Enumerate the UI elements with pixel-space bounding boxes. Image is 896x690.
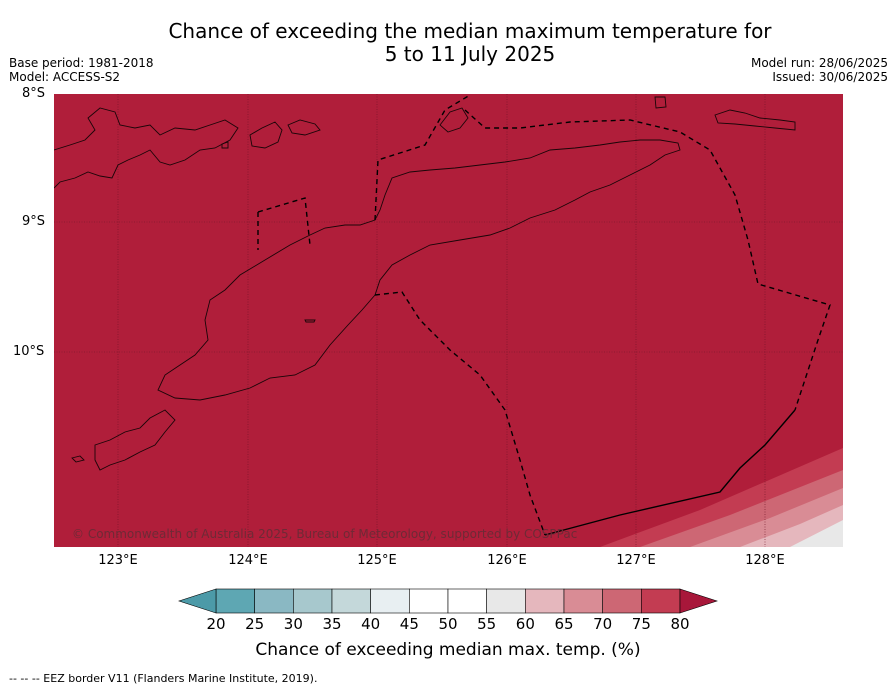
colorbar-low-extend	[178, 588, 217, 614]
lon-label-127E: 127°E	[616, 553, 656, 568]
lon-label-128E: 128°E	[745, 553, 785, 568]
eez-borders	[257, 94, 831, 536]
colorbar-tick-label: 25	[245, 615, 265, 633]
meta-right: Model run: 28/06/2025 Issued: 30/06/2025	[751, 56, 888, 84]
model-name: Model: ACCESS-S2	[9, 70, 121, 84]
colorbar-tick-label: 20	[206, 615, 226, 633]
colorbar-tick-label: 75	[631, 615, 651, 633]
coast-timor	[157, 139, 681, 401]
coast-north-islands	[54, 107, 239, 189]
eez-north-2	[464, 109, 831, 411]
meta-left: Base period: 1981-2018 Model: ACCESS-S2	[9, 56, 154, 84]
colorbar-swatch	[331, 588, 371, 614]
maritime-boundary	[544, 409, 796, 536]
title-line-1: Chance of exceeding the median maximum t…	[168, 19, 772, 43]
colorbar-tick-label: 60	[515, 615, 535, 633]
colorbar-tick-label: 35	[322, 615, 342, 633]
colorbar-swatch	[254, 588, 294, 614]
grid-lines	[54, 94, 843, 547]
colorbar-swatch	[641, 588, 681, 614]
colorbar-tick-label: 80	[670, 615, 690, 633]
colorbar-title: Chance of exceeding median max. temp. (%…	[255, 640, 641, 660]
coast-island-5	[654, 96, 667, 109]
model-run: Model run: 28/06/2025	[750, 56, 888, 70]
coast-island-7	[304, 319, 316, 323]
copyright-notice: © Commonwealth of Australia 2025, Bureau…	[72, 527, 578, 541]
eez-south	[374, 291, 546, 536]
lat-label-8S: 8°S	[22, 86, 46, 101]
colorbar-tick-label: 45	[399, 615, 419, 633]
colorbar-swatch	[563, 588, 603, 614]
lat-label-10S: 10°S	[13, 344, 45, 359]
colorbar-tick-label: 55	[477, 615, 497, 633]
colorbar-swatch	[293, 588, 333, 614]
coast-wetar	[439, 107, 469, 133]
footer-note: -- -- -- EEZ border V11 (Flanders Marine…	[9, 672, 318, 685]
base-period: Base period: 1981-2018	[9, 56, 154, 70]
colorbar-swatch	[370, 588, 410, 614]
coast-island-6	[714, 109, 796, 131]
lat-label-9S: 9°S	[22, 214, 46, 229]
colorbar-swatch	[409, 588, 449, 614]
lon-label-124E: 124°E	[228, 553, 268, 568]
coast-island-3	[287, 119, 321, 136]
colorbar-tick-label: 40	[361, 615, 381, 633]
colorbar-tick-label: 65	[554, 615, 574, 633]
lon-label-126E: 126°E	[487, 553, 527, 568]
issued-date: Issued: 30/06/2025	[772, 70, 888, 84]
chart-title: Chance of exceeding the median maximum t…	[0, 20, 896, 66]
colorbar	[178, 588, 718, 614]
lon-label-125E: 125°E	[357, 553, 397, 568]
title-line-2: 5 to 11 July 2025	[384, 42, 556, 66]
band-55	[790, 520, 843, 547]
colorbar-swatch	[602, 588, 642, 614]
coast-island-2	[249, 121, 283, 149]
map-background	[54, 94, 843, 547]
colorbar-swatch	[447, 588, 487, 614]
coastlines	[54, 96, 796, 471]
colorbar-swatch	[525, 588, 565, 614]
colorbar-swatch	[215, 588, 255, 614]
coast-rote	[94, 409, 176, 471]
colorbar-high-extend	[679, 588, 718, 614]
colorbar-tick-label: 70	[593, 615, 613, 633]
coast-island-4	[221, 141, 229, 149]
coast-sawu	[71, 455, 85, 463]
lon-label-123E: 123°E	[98, 553, 138, 568]
eez-north	[374, 94, 471, 221]
eez-west	[257, 197, 311, 246]
colorbar-tick-label: 50	[438, 615, 458, 633]
colorbar-swatch	[486, 588, 526, 614]
colorbar-tick-label: 30	[283, 615, 303, 633]
